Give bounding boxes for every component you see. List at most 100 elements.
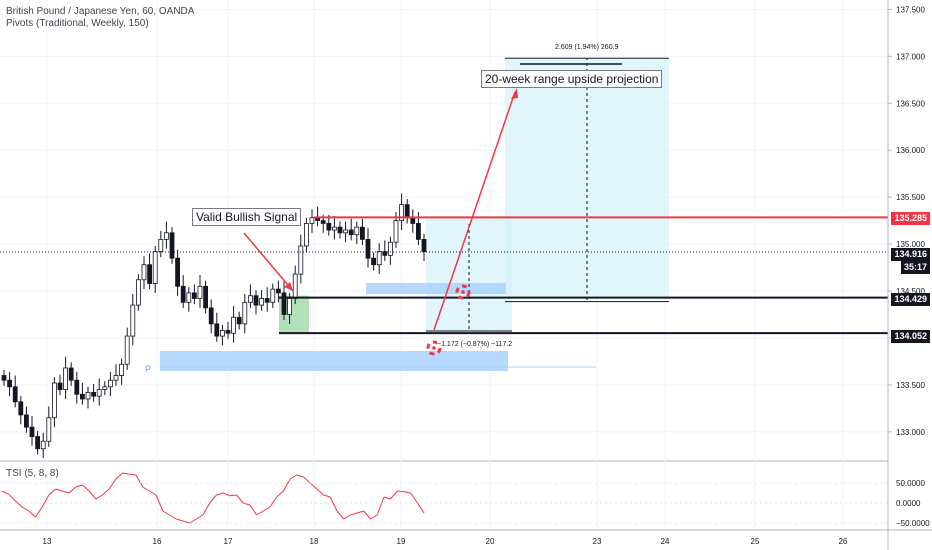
price-tick-label: 135.000 (896, 240, 925, 249)
candle-body (247, 295, 253, 303)
tsi-segment (383, 496, 391, 500)
tsi-segment (48, 488, 56, 496)
candle-body (410, 217, 416, 224)
candle-body (298, 245, 304, 275)
candle-body (219, 330, 225, 337)
symbol-legend[interactable]: British Pound / Japanese Yen, 60, OANDA (6, 6, 195, 17)
price-tick-label: 137.500 (896, 5, 925, 14)
candle-body (23, 414, 29, 428)
tsi-segment (68, 486, 77, 494)
projection-arrow (433, 91, 516, 331)
tsi-segment (1, 490, 9, 495)
tsi-segment (263, 506, 271, 512)
candle-body (180, 285, 186, 303)
tsi-segment (41, 494, 50, 508)
tsi-pane: 50.0000 0.0000 −50.0000 (0, 472, 930, 528)
time-tick-label: 20 (486, 537, 495, 546)
candle-body (214, 323, 220, 337)
candle-body (186, 292, 192, 303)
pivot-label: P (145, 364, 152, 374)
tsi-segment (370, 514, 378, 520)
tsi-segment (55, 488, 63, 492)
tsi-segment (323, 494, 331, 498)
tsi-segment (410, 492, 418, 504)
candle-body (354, 226, 360, 236)
projection-arrow-head (511, 88, 518, 99)
valid-bullish-signal-note[interactable]: Valid Bullish Signal (192, 208, 302, 226)
upper-support-price-tag: 134.429 (891, 293, 930, 306)
time-tick-label: 23 (593, 537, 602, 546)
target-icon-center (461, 290, 465, 294)
candle-body (135, 279, 141, 306)
tsi-segment (102, 488, 110, 496)
candle-body (326, 223, 332, 231)
candle-body (7, 379, 12, 388)
tsi-segment (249, 504, 258, 516)
tsi-segment (162, 510, 170, 516)
tsi-segment (155, 494, 164, 512)
candle-body (74, 379, 80, 395)
tsi-segment (108, 478, 117, 490)
time-axis[interactable]: 13 16 17 18 19 20 23 24 25 26 (0, 529, 932, 546)
candle-body (242, 301, 248, 325)
candle-body (124, 335, 130, 365)
tsi-segment (236, 494, 244, 504)
candle-body (68, 367, 74, 381)
price-tick-label: 133.500 (896, 381, 925, 390)
candle-body (91, 392, 96, 397)
candle-body (399, 204, 405, 222)
tsi-segment (316, 488, 324, 496)
candle-body (96, 389, 102, 397)
candle-body (208, 307, 214, 325)
time-tick-label: 18 (310, 537, 319, 546)
tsi-segment (329, 496, 338, 512)
candle-body (12, 386, 18, 403)
tsi-segment (35, 506, 43, 518)
price-axis[interactable]: 137.500 137.000 136.500 136.000 135.500 135.0… (887, 0, 925, 550)
candle-body (393, 220, 399, 243)
time-tick-label: 24 (661, 537, 670, 546)
candle-body (275, 288, 281, 294)
tsi-segment (8, 493, 16, 502)
signal-arrow (243, 232, 294, 292)
tsi-segment (309, 482, 318, 490)
price-tick-label: 136.000 (896, 146, 925, 155)
candle-body (376, 251, 382, 266)
candle-body (130, 304, 136, 337)
measure-down-label: −1.172 (−0.87%) −117.2 (437, 341, 513, 348)
tsi-segment (390, 490, 398, 500)
target-icon-center (432, 346, 436, 350)
tsi-segment (142, 486, 150, 492)
tsi-segment (182, 520, 190, 524)
candle-body (1, 375, 7, 381)
candle-body (270, 288, 276, 303)
candle-body (80, 393, 85, 400)
time-tick-label: 19 (397, 537, 406, 546)
candle-body (108, 379, 113, 388)
tsi-segment (88, 490, 97, 500)
candle-body (141, 264, 147, 281)
candle-body (287, 298, 293, 315)
pivots-legend[interactable]: Pivots (Traditional, Weekly, 150) (6, 18, 149, 29)
tsi-tick-label: −50.0000 (896, 519, 930, 528)
tsi-segment (376, 496, 385, 516)
projection-note[interactable]: 20-week range upside projection (481, 70, 663, 88)
tsi-segment (403, 491, 411, 494)
time-tick-label: 17 (224, 537, 233, 546)
candle-body (203, 285, 209, 309)
tsi-segment (28, 510, 36, 518)
tsi-segment (21, 506, 30, 512)
tsi-segment (122, 472, 130, 475)
tsi-segment (336, 510, 345, 520)
candle-body (35, 436, 40, 450)
tsi-segment (176, 518, 184, 522)
countdown-tag: 35:17 (900, 261, 930, 274)
tsi-legend[interactable]: TSI (5, 8, 8) (6, 468, 59, 479)
candle-body (281, 292, 287, 315)
candle-body (57, 382, 63, 390)
candle-body (371, 257, 377, 266)
candle-body (18, 401, 24, 416)
price-tick-label: 133.000 (896, 428, 925, 437)
tsi-segment (82, 484, 90, 492)
